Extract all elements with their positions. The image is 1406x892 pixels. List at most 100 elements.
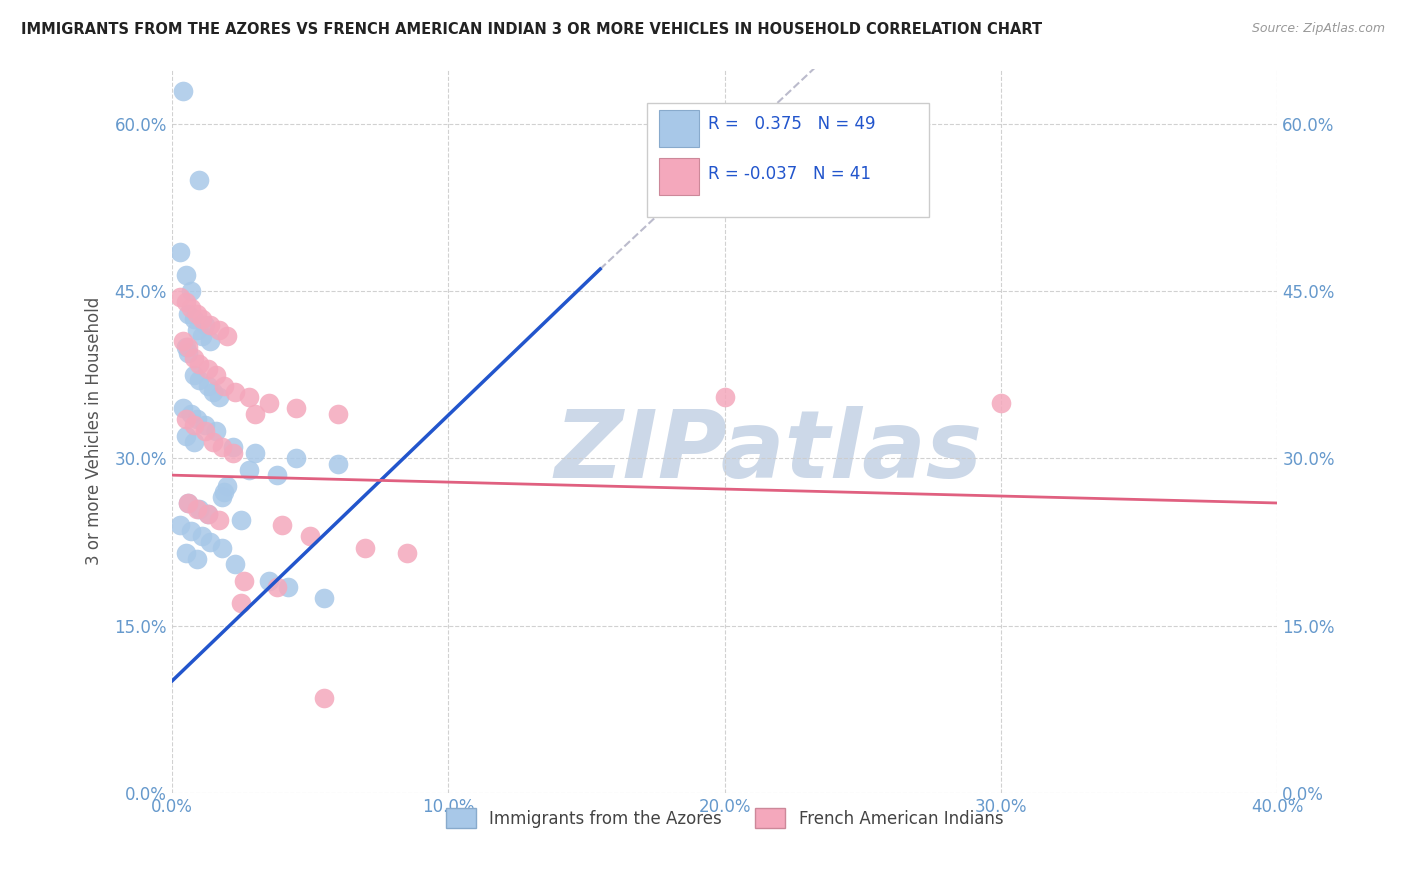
Point xyxy=(208,513,231,527)
Point xyxy=(197,362,219,376)
Point xyxy=(200,535,222,549)
Point xyxy=(200,334,222,349)
Point xyxy=(285,401,308,416)
Point xyxy=(229,596,252,610)
Point xyxy=(183,351,205,366)
Point xyxy=(188,501,211,516)
Point xyxy=(174,268,197,282)
Point xyxy=(211,440,233,454)
Text: ZIPatlas: ZIPatlas xyxy=(555,407,983,499)
Point xyxy=(354,541,377,555)
Point xyxy=(197,507,219,521)
Point xyxy=(180,407,202,421)
Point xyxy=(990,395,1012,409)
Point xyxy=(177,496,200,510)
Point xyxy=(271,518,294,533)
Point xyxy=(257,574,280,588)
Point xyxy=(191,312,214,326)
Point xyxy=(208,323,231,337)
Text: IMMIGRANTS FROM THE AZORES VS FRENCH AMERICAN INDIAN 3 OR MORE VEHICLES IN HOUSE: IMMIGRANTS FROM THE AZORES VS FRENCH AME… xyxy=(21,22,1042,37)
Point xyxy=(174,412,197,426)
FancyBboxPatch shape xyxy=(659,110,699,147)
Point xyxy=(188,173,211,187)
Point xyxy=(205,368,228,382)
Point xyxy=(191,529,214,543)
Point xyxy=(194,318,217,332)
Point xyxy=(277,580,299,594)
Point xyxy=(180,285,202,299)
Point xyxy=(215,479,238,493)
Point xyxy=(257,395,280,409)
Point xyxy=(183,368,205,382)
Point xyxy=(174,295,197,310)
Point xyxy=(224,558,246,572)
Point xyxy=(180,524,202,538)
Point xyxy=(208,390,231,404)
Point xyxy=(183,434,205,449)
Point xyxy=(200,318,222,332)
Point xyxy=(186,323,208,337)
Point xyxy=(238,462,260,476)
Point xyxy=(298,529,321,543)
Point xyxy=(214,484,236,499)
Point xyxy=(243,407,266,421)
Point xyxy=(224,384,246,399)
Point xyxy=(238,390,260,404)
Point xyxy=(188,374,211,388)
Point xyxy=(169,290,191,304)
Point xyxy=(326,457,349,471)
Point xyxy=(172,401,194,416)
Point xyxy=(186,307,208,321)
Point xyxy=(202,434,225,449)
Point xyxy=(229,513,252,527)
Point xyxy=(188,357,211,371)
Point xyxy=(186,551,208,566)
Point xyxy=(191,329,214,343)
Point xyxy=(172,84,194,98)
FancyBboxPatch shape xyxy=(647,103,929,217)
Point xyxy=(232,574,254,588)
Point xyxy=(186,412,208,426)
Point xyxy=(177,307,200,321)
Point xyxy=(713,390,735,404)
Point xyxy=(180,301,202,315)
Text: R =   0.375   N = 49: R = 0.375 N = 49 xyxy=(709,115,876,133)
Point xyxy=(177,345,200,359)
Point xyxy=(211,491,233,505)
Text: Source: ZipAtlas.com: Source: ZipAtlas.com xyxy=(1251,22,1385,36)
Point xyxy=(215,329,238,343)
Point xyxy=(285,451,308,466)
Point xyxy=(174,546,197,560)
Point xyxy=(194,417,217,432)
Legend: Immigrants from the Azores, French American Indians: Immigrants from the Azores, French Ameri… xyxy=(439,801,1010,835)
Point xyxy=(177,340,200,354)
Point xyxy=(243,446,266,460)
Point xyxy=(186,501,208,516)
Point xyxy=(395,546,418,560)
Point xyxy=(169,518,191,533)
Point xyxy=(221,446,243,460)
Point xyxy=(169,245,191,260)
Point xyxy=(312,591,335,605)
Point xyxy=(202,384,225,399)
Point xyxy=(174,340,197,354)
Point xyxy=(266,580,288,594)
Point xyxy=(197,379,219,393)
Point xyxy=(174,429,197,443)
Point xyxy=(266,468,288,483)
Point xyxy=(197,507,219,521)
Point xyxy=(214,379,236,393)
Point xyxy=(177,496,200,510)
FancyBboxPatch shape xyxy=(659,158,699,195)
Point xyxy=(221,440,243,454)
Point xyxy=(312,690,335,705)
Y-axis label: 3 or more Vehicles in Household: 3 or more Vehicles in Household xyxy=(86,296,103,565)
Text: R = -0.037   N = 41: R = -0.037 N = 41 xyxy=(709,164,870,183)
Point xyxy=(183,417,205,432)
Point xyxy=(205,424,228,438)
Point xyxy=(326,407,349,421)
Point xyxy=(172,334,194,349)
Point xyxy=(211,541,233,555)
Point xyxy=(194,424,217,438)
Point xyxy=(183,312,205,326)
